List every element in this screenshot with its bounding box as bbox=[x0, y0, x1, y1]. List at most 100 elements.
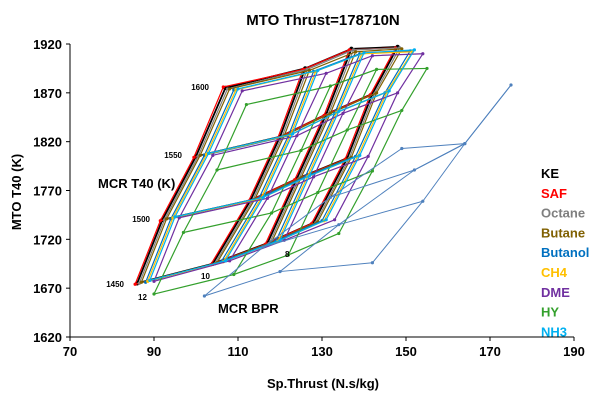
series-line bbox=[134, 86, 224, 285]
data-point bbox=[400, 146, 404, 151]
x-tick-label: 150 bbox=[395, 344, 417, 359]
data-point bbox=[509, 83, 513, 87]
data-point bbox=[328, 84, 332, 88]
data-point bbox=[337, 231, 341, 236]
series-line bbox=[212, 92, 398, 156]
data-point bbox=[148, 278, 152, 282]
series-line bbox=[153, 90, 243, 282]
mto-t40-level-label: 1600 bbox=[191, 83, 209, 92]
series-line bbox=[153, 232, 340, 295]
axes: 70 90 110 130 150 170 190 1620 1670 1720 1770 1820 1… bbox=[33, 37, 585, 359]
series-line bbox=[325, 49, 415, 221]
series-line bbox=[153, 219, 335, 282]
series-line bbox=[208, 90, 390, 154]
series-line bbox=[275, 53, 361, 242]
data-point bbox=[223, 259, 227, 263]
legend-item: SAF bbox=[541, 186, 567, 201]
series-line bbox=[149, 219, 327, 281]
series-line bbox=[212, 68, 307, 265]
data-point bbox=[202, 294, 206, 298]
data-point bbox=[152, 292, 156, 296]
data-point bbox=[278, 269, 282, 274]
data-point bbox=[316, 190, 320, 195]
series-line bbox=[315, 47, 401, 224]
series-line bbox=[277, 53, 363, 242]
data-point bbox=[421, 52, 425, 56]
data-point bbox=[375, 67, 379, 71]
data-point bbox=[307, 68, 311, 72]
series-line bbox=[136, 87, 227, 284]
x-tick-label: 90 bbox=[147, 344, 161, 359]
series-line bbox=[266, 48, 353, 244]
chart-title: MTO Thrust=178710N bbox=[246, 12, 400, 29]
data-point bbox=[351, 48, 356, 52]
y-tick-label: 1670 bbox=[33, 281, 62, 296]
data-point bbox=[412, 48, 416, 52]
data-point bbox=[345, 128, 349, 132]
mto-t40-level-label: 1500 bbox=[132, 215, 150, 224]
series-line bbox=[220, 71, 315, 263]
data-point bbox=[192, 155, 196, 159]
series-line bbox=[233, 85, 331, 275]
legend-item: HY bbox=[541, 305, 559, 320]
series-line bbox=[140, 88, 231, 283]
legend-item: Octane bbox=[541, 206, 585, 221]
y-tick-label: 1720 bbox=[33, 232, 62, 247]
series-line bbox=[222, 71, 317, 263]
series-line bbox=[271, 51, 357, 243]
x-tick-label: 70 bbox=[63, 344, 77, 359]
data-point bbox=[328, 195, 332, 199]
data-point bbox=[337, 223, 341, 227]
series-line bbox=[138, 88, 229, 284]
x-tick-label: 130 bbox=[311, 344, 333, 359]
y-tick-label: 1770 bbox=[33, 184, 62, 199]
data-point bbox=[173, 215, 177, 219]
data-point bbox=[358, 153, 362, 157]
series-nh3 bbox=[148, 48, 416, 282]
data-point bbox=[333, 218, 337, 222]
y-axis-title: MTO T40 (K) bbox=[9, 154, 24, 230]
data-point bbox=[244, 102, 248, 107]
data-point bbox=[387, 89, 391, 93]
series-line bbox=[214, 69, 308, 265]
data-point bbox=[375, 91, 379, 95]
annotations: 1600 1550 1500 1450 12 10 8 MCR T40 (K) MCR BPR bbox=[98, 83, 290, 316]
data-point bbox=[215, 168, 219, 172]
series-line bbox=[334, 53, 424, 221]
data-point bbox=[370, 261, 374, 265]
series-line bbox=[401, 84, 512, 150]
data-point bbox=[316, 68, 320, 72]
series-line bbox=[283, 55, 373, 241]
data-point bbox=[312, 175, 316, 179]
data-point bbox=[133, 282, 137, 286]
series-unnamed bbox=[202, 83, 513, 298]
data-point bbox=[463, 142, 467, 146]
data-point bbox=[425, 66, 429, 71]
data-point bbox=[291, 132, 295, 136]
x-tick-label: 170 bbox=[479, 344, 501, 359]
x-tick-label: 110 bbox=[228, 344, 249, 359]
series-line bbox=[321, 50, 411, 222]
series-dme bbox=[152, 52, 425, 283]
data-point bbox=[324, 71, 328, 75]
data-point bbox=[207, 151, 211, 155]
data-point bbox=[158, 219, 162, 223]
y-tick-label: 1870 bbox=[33, 86, 62, 101]
legend-item: KE bbox=[541, 166, 559, 181]
data-point bbox=[228, 87, 232, 91]
series-line bbox=[224, 70, 319, 262]
data-point bbox=[240, 89, 244, 93]
legend-item: Butane bbox=[541, 225, 585, 240]
series-line bbox=[279, 52, 365, 241]
mto-t40-level-label: 1450 bbox=[106, 280, 124, 289]
data-point bbox=[181, 230, 185, 235]
mto-t40-level-label: 1550 bbox=[164, 151, 182, 160]
data-point bbox=[152, 279, 156, 283]
series-line bbox=[229, 73, 327, 262]
data-point bbox=[265, 196, 269, 200]
data-point bbox=[198, 153, 202, 157]
data-point bbox=[139, 280, 143, 284]
series-line bbox=[323, 51, 413, 222]
y-tick-label: 1920 bbox=[33, 37, 62, 52]
